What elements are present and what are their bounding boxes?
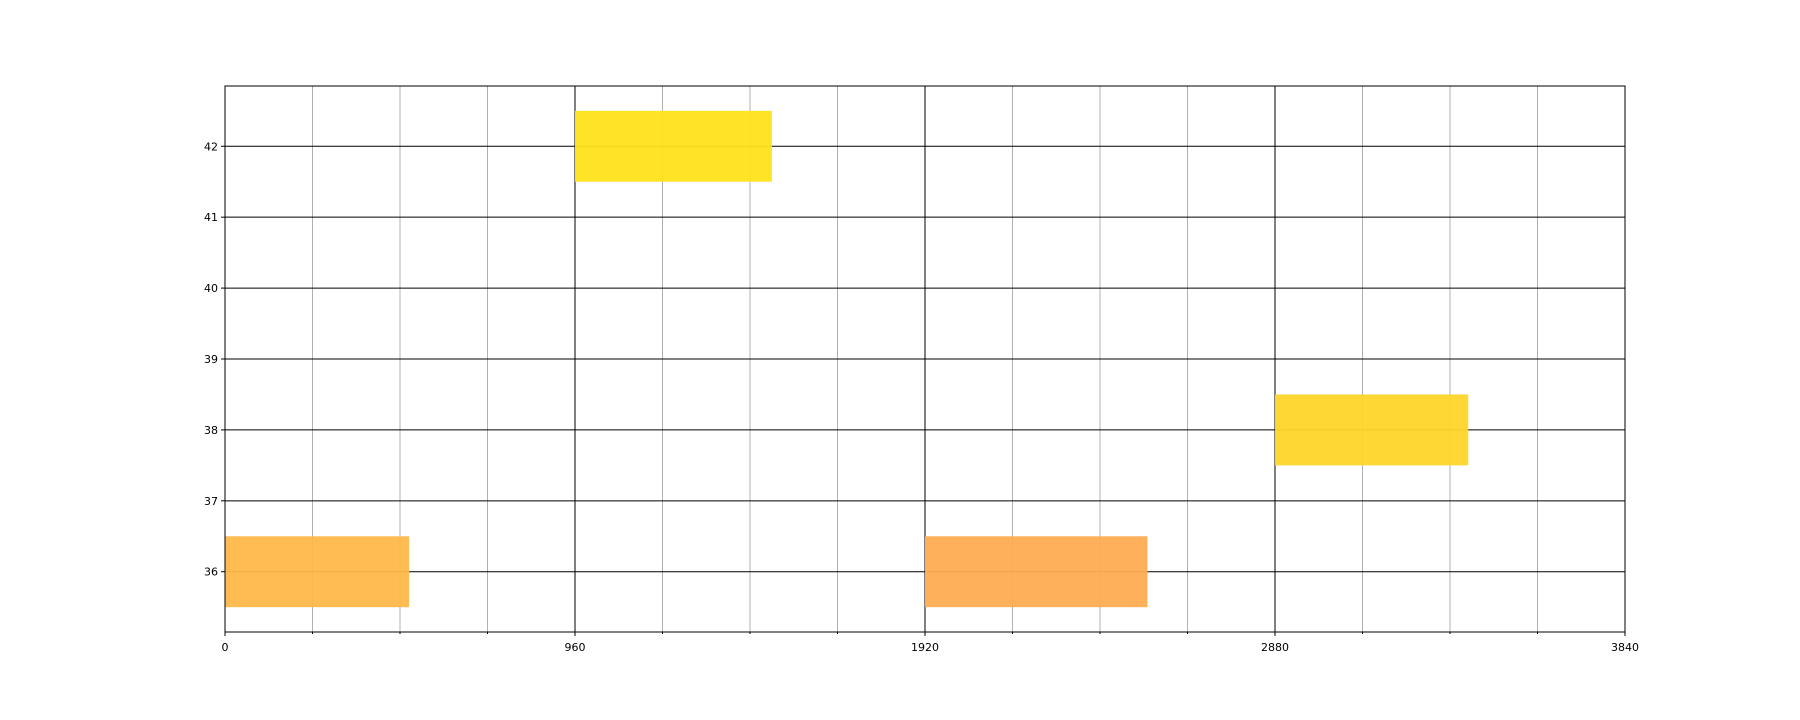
y-tick-label: 38 — [204, 424, 218, 437]
x-tick-label: 2880 — [1261, 641, 1289, 654]
bar — [1275, 394, 1469, 466]
bars — [225, 110, 1469, 608]
tick-marks — [221, 145, 1626, 636]
y-tick-label: 40 — [204, 282, 218, 295]
y-tick-label: 37 — [204, 495, 218, 508]
x-tick-label: 1920 — [911, 641, 939, 654]
x-tick-label: 3840 — [1611, 641, 1639, 654]
x-tick-label: 0 — [222, 641, 229, 654]
bar — [575, 110, 772, 182]
y-axis-tick-labels: 36 37 38 39 40 41 42 — [204, 140, 218, 578]
y-tick-label: 36 — [204, 566, 218, 579]
x-axis-tick-labels: 0 960 1920 2880 3840 — [222, 641, 1640, 654]
bar — [925, 536, 1148, 608]
y-tick-label: 39 — [204, 353, 218, 366]
y-tick-label: 41 — [204, 211, 218, 224]
y-tick-label: 42 — [204, 140, 218, 153]
x-tick-label: 960 — [565, 641, 586, 654]
bar — [225, 536, 410, 608]
